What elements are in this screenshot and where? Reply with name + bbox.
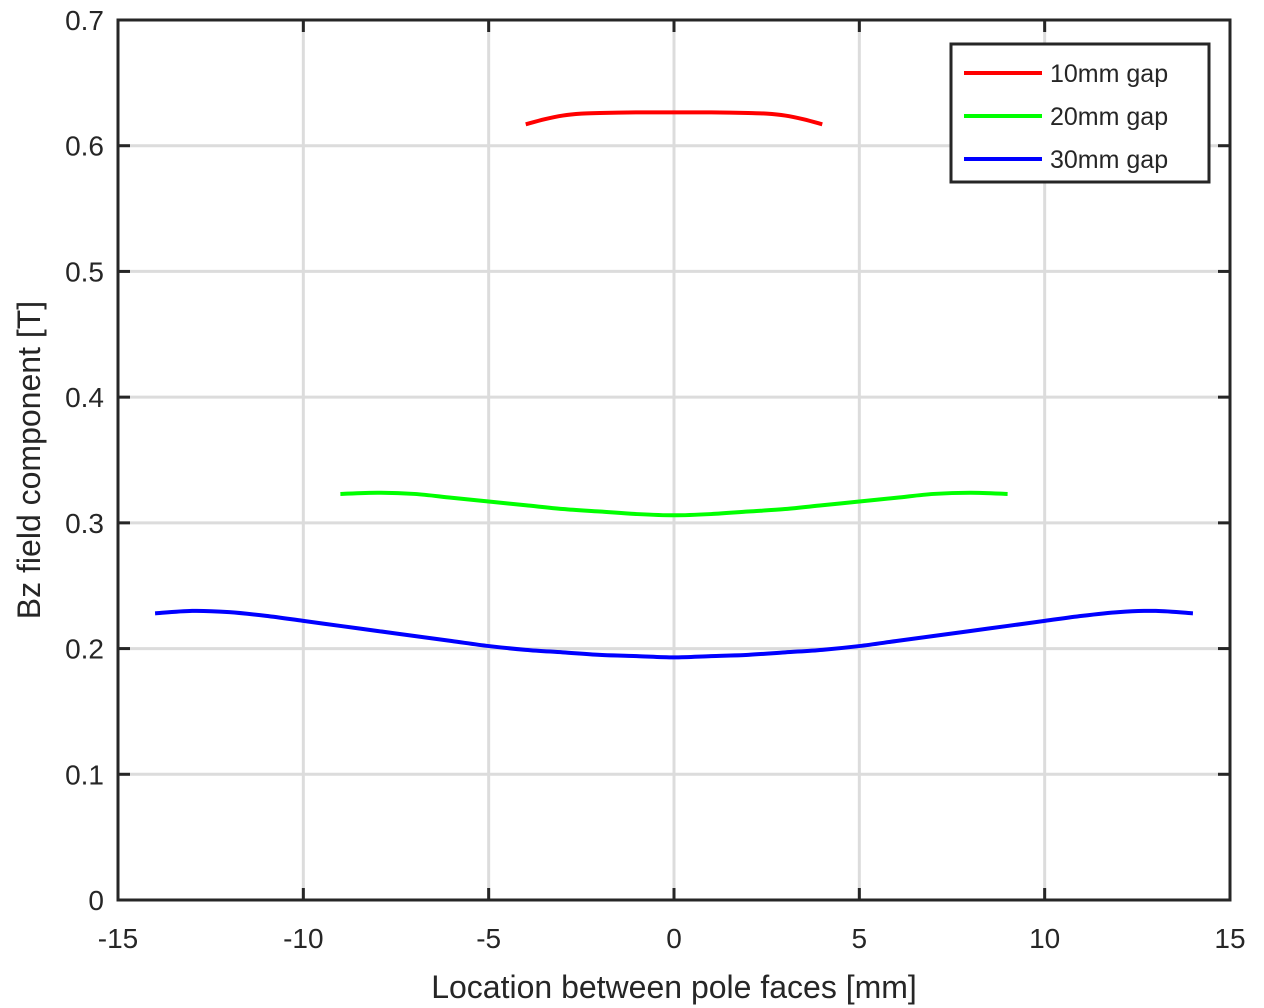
y-tick-label: 0.5 <box>65 256 104 287</box>
series-line-30mm-gap <box>154 608 1194 660</box>
series-line-10mm-gap <box>525 110 823 127</box>
x-tick-label: 0 <box>666 923 682 954</box>
x-tick-label: 15 <box>1214 923 1245 954</box>
x-tick-label: 5 <box>852 923 868 954</box>
tick-labels: -15 -10 -5 0 5 10 15 0 0.1 0.2 0.3 0.4 0.5 0.6 0.7 <box>65 5 1246 954</box>
y-tick-label: 0.2 <box>65 634 104 665</box>
y-tick-label: 0.6 <box>65 131 104 162</box>
x-tick-label: 10 <box>1029 923 1060 954</box>
legend-label-20mm-gap: 20mm gap <box>1050 103 1168 131</box>
series-line-20mm-gap <box>340 490 1008 518</box>
x-tick-label: -10 <box>283 923 323 954</box>
x-tick-label: -5 <box>476 923 501 954</box>
y-tick-label: 0 <box>88 885 104 916</box>
y-axis-label: Bz field component [T] <box>11 301 47 619</box>
y-tick-label: 0.3 <box>65 508 104 539</box>
ticks <box>116 18 1232 902</box>
y-tick-label: 0.1 <box>65 759 104 790</box>
y-tick-label: 0.7 <box>65 5 104 36</box>
series-layer <box>154 110 1194 660</box>
legend-label-30mm-gap: 30mm gap <box>1050 146 1168 174</box>
x-axis-label: Location between pole faces [mm] <box>431 969 917 1005</box>
legend: 10mm gap 20mm gap 30mm gap <box>949 42 1211 184</box>
x-tick-label: -15 <box>98 923 138 954</box>
legend-label-10mm-gap: 10mm gap <box>1050 60 1168 88</box>
y-tick-label: 0.4 <box>65 382 104 413</box>
